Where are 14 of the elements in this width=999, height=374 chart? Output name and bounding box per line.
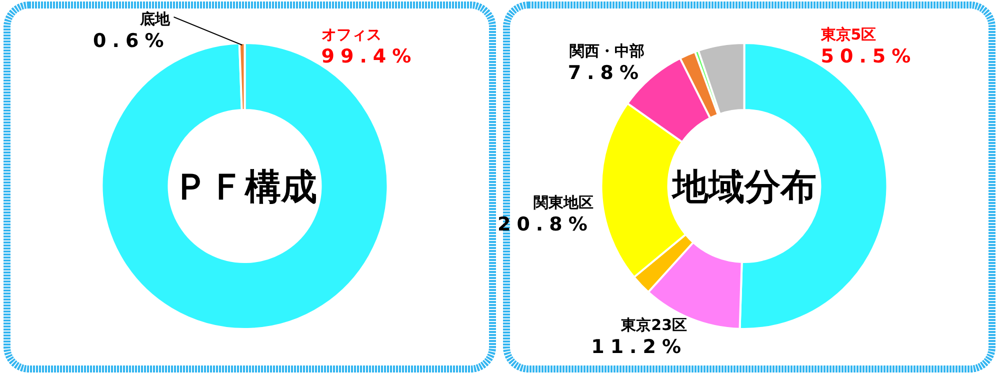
data-label: 0.6% [93,30,170,52]
slice-label: 関西・中部 [570,42,645,60]
slice-label: オフィス [321,26,382,44]
slice-label: 底地 [138,10,171,28]
data-label: 11.2% [591,336,688,358]
data-label: 99.4% [321,46,418,68]
text: 地域分布 [670,167,816,208]
data-label: 7.8% [568,62,645,84]
slice-label: 東京23区 [620,316,688,334]
slice-label: 関東地区 [533,194,594,212]
slice-label: 東京5区 [820,26,876,44]
data-label: 20.8% [497,214,594,236]
text: ＰＦ構成 [172,167,317,208]
data-label: 50.5% [820,46,917,68]
